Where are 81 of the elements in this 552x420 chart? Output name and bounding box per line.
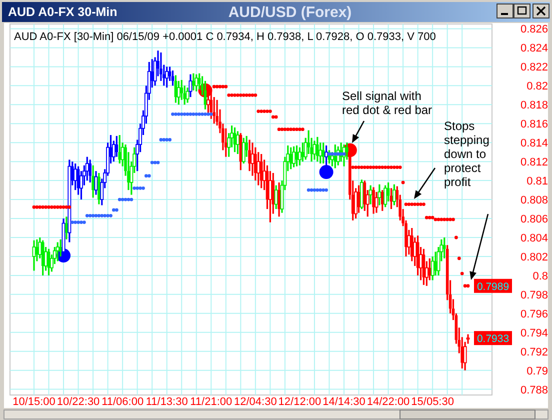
- candlestick: [301, 142, 304, 162]
- candlestick: [374, 191, 378, 214]
- text: AUD A0-FX 30-Min: [8, 5, 118, 19]
- x-tick-label: 11/13:30: [146, 396, 188, 408]
- candlestick: [98, 172, 100, 206]
- candlestick: [292, 146, 296, 168]
- y-tick-label: 0.808: [520, 194, 548, 207]
- candlestick: [390, 187, 393, 210]
- candlestick: [92, 164, 94, 198]
- y-tick-label: 0.792: [520, 346, 548, 358]
- candlestick: [41, 240, 44, 276]
- candlestick: [434, 250, 437, 276]
- y-tick-label: 0.81: [526, 176, 548, 188]
- candlestick: [32, 240, 36, 272]
- x-tick-label: 15/05:30: [411, 396, 454, 408]
- y-tick-label: 0.806: [520, 214, 548, 226]
- candlestick: [47, 248, 50, 276]
- candlestick: [224, 128, 228, 158]
- candlestick: [378, 184, 382, 206]
- chart-title: AUD/USD (Forex): [228, 4, 352, 21]
- x-tick-label: 11/21:00: [190, 396, 232, 408]
- y-tick-label: 0.802: [520, 251, 548, 264]
- candlestick: [256, 151, 260, 186]
- candlestick: [248, 138, 251, 172]
- candlestick: [118, 134, 122, 164]
- candlestick: [334, 144, 337, 170]
- y-tick-label: 0.824: [520, 42, 548, 55]
- annotation: Sell signal with red dot & red bar: [342, 89, 432, 117]
- y-tick-label: 0.818: [520, 100, 548, 112]
- candlestick: [430, 256, 434, 281]
- candlestick: [233, 126, 236, 153]
- text: AUD A0-FX [30-Min] 06/15/09 +0.0001 C 0.7934, H 0.7938, L 0.7928, O 0.7933, V 700: [14, 31, 436, 43]
- candlestick: [410, 227, 414, 262]
- candlestick: [180, 79, 184, 101]
- y-tick-label: 0.82: [526, 80, 548, 93]
- y-tick-label: 0.788: [520, 384, 548, 396]
- candlestick: [194, 73, 198, 92]
- candlestick: [250, 142, 254, 177]
- candlestick: [88, 158, 92, 184]
- y-tick-label: 0.804: [520, 232, 548, 244]
- candlestick: [372, 186, 375, 215]
- candlestick: [316, 136, 319, 162]
- candlestick: [392, 184, 396, 206]
- candlestick: [254, 146, 257, 182]
- candlestick: [442, 236, 446, 260]
- x-tick-label: 10/15:00: [12, 396, 56, 408]
- candlestick: [298, 146, 302, 166]
- x-tick-label: 14/22:00: [366, 396, 410, 408]
- candlestick: [322, 142, 325, 164]
- x-tick-label: 10/22:30: [56, 396, 100, 408]
- annotation: Stops stepping down to protect profit: [444, 119, 490, 189]
- candlestick: [165, 66, 169, 88]
- y-tick-label: 0.814: [520, 138, 548, 150]
- text: 0.7933: [476, 333, 510, 346]
- y-tick-label: 0.796: [520, 308, 548, 320]
- y-tick-label: 0.794: [520, 327, 548, 340]
- candlestick: [278, 182, 280, 218]
- y-tick-label: 0.816: [520, 118, 548, 131]
- candlestick: [171, 70, 174, 86]
- candlestick: [312, 140, 316, 160]
- candlestick: [59, 238, 62, 258]
- candlestick: [74, 162, 78, 191]
- x-tick-label: 11/06:00: [102, 396, 144, 408]
- y-tick-label: 0.812: [520, 156, 548, 169]
- candlestick: [188, 73, 192, 98]
- y-tick-label: 0.798: [520, 289, 548, 302]
- text: 0.7989: [476, 280, 510, 293]
- y-tick-label: 0.826: [520, 24, 548, 36]
- candlestick: [384, 184, 388, 208]
- x-tick-label: 14/14:30: [322, 396, 366, 408]
- x-tick-label: 12/04:30: [234, 396, 277, 408]
- candlestick: [380, 189, 384, 212]
- y-tick-label: 0.822: [520, 62, 548, 74]
- y-tick-label: 0.79: [526, 365, 548, 378]
- candlestick: [242, 137, 246, 164]
- candlestick: [236, 130, 240, 155]
- x-tick-label: 12/12:00: [278, 396, 322, 408]
- candlestick: [422, 248, 426, 286]
- y-tick-label: 0.8: [532, 270, 548, 282]
- candlestick: [160, 52, 162, 82]
- candlestick: [289, 146, 292, 170]
